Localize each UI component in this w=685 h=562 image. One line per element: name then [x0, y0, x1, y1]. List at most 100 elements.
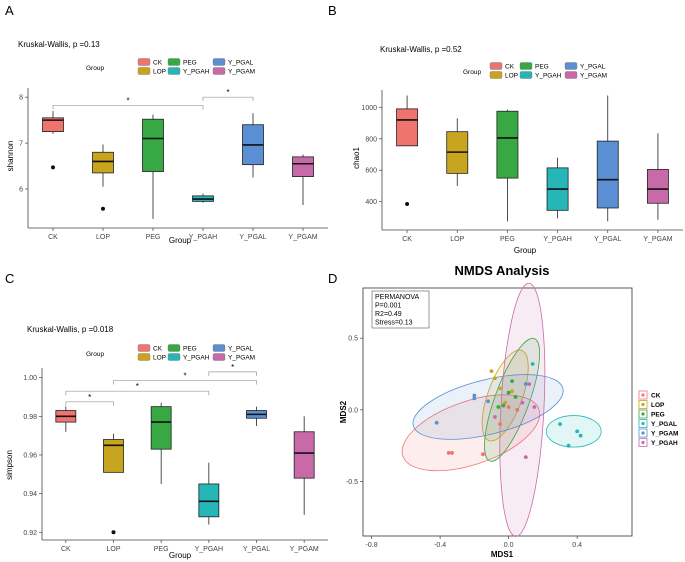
nmds-legend-item-peg: PEG	[638, 409, 665, 419]
panel-c-legend-label: Y_PGAH	[183, 355, 210, 362]
panel-b-box-ck-outlier	[405, 202, 410, 207]
nmds-ellipse-peg	[484, 337, 540, 462]
panel-b-legend-item-ck: CK	[489, 62, 515, 71]
panel-a-legend-item-y-pgam: Y_PGAM	[212, 67, 255, 76]
panel-a-legend-label: Y_PGAL	[228, 60, 254, 67]
nmds-point-y-pgal	[578, 433, 583, 438]
panel-a-xtick-label: CK	[48, 234, 58, 241]
nmds-point-y-pgah	[520, 400, 525, 405]
panel-d-xlabel: MDS1	[491, 550, 514, 559]
panel-a-sig-label: *	[226, 88, 229, 97]
panel-c-xtick-label: PEG	[154, 546, 169, 553]
nmds-point-lop	[493, 376, 497, 381]
panel-c-sig-line	[208, 371, 257, 376]
panel-b-legend-label: Y_PGAM	[580, 73, 607, 80]
panel-b-legend-item-lop: LOP	[489, 71, 518, 80]
nmds-point-y-pgal	[575, 429, 580, 434]
panel-a-legend-label: LOP	[153, 69, 166, 76]
panel-c-legend-label: LOP	[153, 355, 166, 362]
nmds-point-y-pgah	[493, 415, 497, 419]
panel-b-legend-item-peg: PEG	[519, 62, 549, 71]
panel-c-legend-key	[212, 353, 226, 361]
nmds-legend-dot	[641, 393, 645, 397]
nmds-point-y-pgam	[486, 399, 490, 404]
panel-b-legend-key	[564, 71, 578, 79]
panel-c-label: C	[5, 271, 14, 286]
nmds-point-y-pgam	[472, 393, 477, 398]
panel-b-xtick-label: CK	[402, 236, 412, 243]
panel-b-box-ck	[396, 108, 419, 147]
nmds-legend-dot	[641, 402, 645, 407]
nmds-point-ck	[515, 407, 520, 412]
panel-c-legend-item-y-pgam: Y_PGAM	[212, 353, 255, 362]
panel-a-sig-line	[52, 105, 204, 110]
nmds-point-lop	[503, 400, 508, 405]
panel-c-sig-bracket: *	[113, 372, 257, 385]
panel-c-ytick-label: 0.94	[23, 491, 37, 498]
panel-b-ylabel: chao1	[352, 147, 361, 169]
panel-b-ytick-label: 400	[365, 199, 377, 206]
nmds-legend-item-lop: LOP	[638, 400, 665, 409]
panel-a-sig-bracket: *	[52, 96, 204, 110]
panel-c-xtick-label: CK	[61, 546, 71, 553]
nmds-ytick-label: 0.5	[348, 336, 358, 343]
nmds-point-y-pgah	[527, 382, 532, 386]
nmds-point-y-pgal	[566, 443, 571, 448]
panel-c-ytick-label: 0.92	[23, 530, 37, 537]
panel-b-xtick-label: Y_PGAL	[594, 236, 621, 243]
panel-a-xtick-label: Y_PGAL	[239, 234, 266, 241]
panel-c-legend-item-y-pgal: Y_PGAL	[212, 344, 254, 353]
nmds-point-ck	[498, 422, 502, 427]
panel-c-test-label: Kruskal-Wallis, p =0.018	[27, 325, 114, 334]
panel-d-label: D	[328, 271, 337, 286]
panel-b-legend-title: Group	[463, 69, 481, 76]
nmds-point-ck	[446, 450, 451, 455]
nmds-legend-label: PEG	[651, 412, 665, 419]
panel-a-box-lop	[92, 151, 114, 174]
panel-c-sig-label: *	[231, 363, 234, 372]
panel-c-legend-key	[137, 344, 151, 352]
panel-a-box-lop-outlier	[101, 206, 105, 211]
nmds-plot-frame	[362, 287, 633, 537]
panel-b-legend-label: CK	[505, 64, 515, 71]
permanova-line: Stress=0.13	[375, 320, 413, 327]
panel-c-sig-label: *	[183, 372, 186, 381]
nmds-ytick-label: -0.5	[346, 479, 358, 486]
panel-a-xtick-label: PEG	[146, 234, 161, 241]
panel-b-ytick-label: 1000	[361, 105, 377, 112]
panel-c-box-peg	[150, 406, 172, 450]
nmds-legend-item-y-pgal: Y_PGAL	[638, 419, 677, 428]
panel-b-legend-label: LOP	[505, 73, 518, 80]
panel-b-label: B	[328, 3, 337, 18]
panel-c-legend-item-lop: LOP	[137, 353, 166, 362]
panel-c-xtick-label: Y_PGAL	[243, 546, 270, 553]
panel-a-ytick-label: 6	[19, 186, 23, 193]
panel-a-xtick-label: Y_PGAH	[189, 234, 217, 241]
panel-b-box-y-pgam	[646, 169, 669, 204]
nmds-point-y-pgal	[558, 422, 562, 427]
panel-b-ytick-label: 600	[365, 168, 377, 175]
panel-c-ytick-label: 0.98	[23, 414, 37, 421]
panel-b-legend-key	[489, 62, 503, 70]
panel-b-legend-label: Y_PGAL	[580, 64, 606, 71]
panel-a-legend-label: CK	[153, 60, 163, 67]
panel-a-legend-key	[137, 67, 151, 75]
panel-a-box-ck-outlier	[51, 165, 55, 170]
panel-b-legend-label: PEG	[535, 64, 549, 71]
nmds-point-lop	[498, 386, 502, 391]
panel-c-xtick-label: Y_PGAH	[195, 546, 223, 553]
nmds-point-y-pgah	[532, 405, 537, 409]
panel-a-ytick-label: 7	[19, 141, 23, 148]
nmds-ellipse-y-pgam	[412, 374, 564, 440]
panel-b-xtick-label: Y_PGAM	[643, 236, 672, 243]
panel-c-legend-key	[167, 344, 181, 352]
panel-a-xtick-label: Y_PGAM	[288, 234, 317, 241]
panel-a-legend-item-peg: PEG	[167, 58, 197, 67]
nmds-point-y-pgam	[523, 382, 528, 386]
panel-c-legend-item-peg: PEG	[167, 344, 197, 353]
panel-b-legend-key	[564, 62, 578, 70]
nmds-point-y-pgam	[472, 396, 477, 401]
panel-b-box-y-pgal	[596, 140, 619, 209]
nmds-point-peg	[513, 395, 518, 399]
